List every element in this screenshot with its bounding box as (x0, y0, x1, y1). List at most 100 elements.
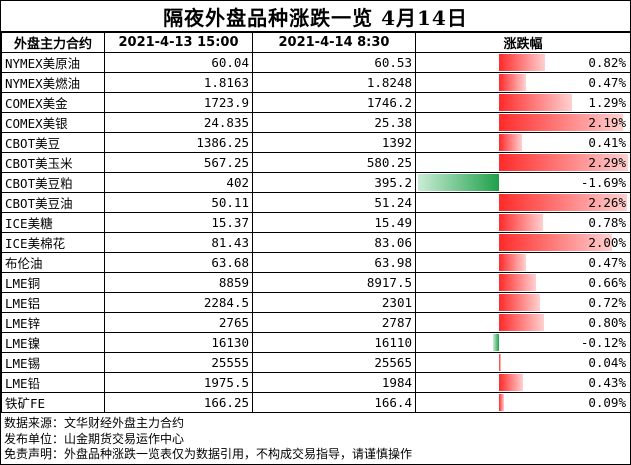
change-cell: 0.47% (415, 72, 631, 93)
contract-name-cell: LME锡 (1, 352, 105, 373)
prev-price-cell: 8859 (104, 272, 253, 293)
current-price-cell: 63.98 (252, 252, 416, 273)
contract-name-cell: COMEX美银 (1, 112, 105, 133)
change-cell: 0.80% (415, 312, 631, 333)
change-cell: 0.41% (415, 132, 631, 153)
change-bar (418, 174, 499, 191)
header-current: 2021-4-14 8:30 (252, 32, 416, 53)
table-row: CBOT美玉米 567.25 580.25 2.29% (1, 152, 631, 173)
note-source: 数据来源：文华财经外盘主力合约 (4, 416, 185, 430)
header-prev-close: 2021-4-13 15:00 (104, 32, 253, 53)
prev-price-cell: 2765 (104, 312, 253, 333)
table-row: CBOT美豆粕 402 395.2 -1.69% (1, 172, 631, 193)
table-row: COMEX美金 1723.9 1746.2 1.29% (1, 92, 631, 113)
change-percent: 0.80% (588, 315, 626, 330)
change-cell: 0.66% (415, 272, 631, 293)
table-header-row: 外盘主力合约 2021-4-13 15:00 2021-4-14 8:30 涨跌… (1, 32, 631, 53)
current-price-cell: 395.2 (252, 172, 416, 193)
change-cell: 2.26% (415, 192, 631, 213)
prev-price-cell: 63.68 (104, 252, 253, 273)
table-row: NYMEX美燃油 1.8163 1.8248 0.47% (1, 72, 631, 93)
change-percent: -0.12% (580, 335, 626, 350)
prev-price-cell: 15.37 (104, 212, 253, 233)
change-bar (499, 134, 523, 151)
current-price-cell: 1.8248 (252, 72, 416, 93)
header-change: 涨跌幅 (415, 32, 631, 53)
table-row: CBOT美豆 1386.25 1392 0.41% (1, 132, 631, 153)
change-bar (499, 214, 544, 231)
change-bar (499, 294, 540, 311)
prev-price-cell: 1386.25 (104, 132, 253, 153)
change-cell: 0.82% (415, 52, 631, 73)
table-row: LME铝 2284.5 2301 0.72% (1, 292, 631, 313)
contract-name-cell: CBOT美豆粕 (1, 172, 105, 193)
note-publisher: 发布单位：山金期货交易运作中心 (4, 431, 185, 446)
change-percent: 2.29% (588, 155, 626, 170)
current-price-cell: 83.06 (252, 232, 416, 253)
change-cell: 0.47% (415, 252, 631, 273)
footnotes: 数据来源：文华财经外盘主力合约 发布单位：山金期货交易运作中心 免责声明：外盘品… (4, 416, 412, 463)
sheet-title: 隔夜外盘品种涨跌一览 4月14日 (1, 1, 630, 32)
prev-price-cell: 81.43 (104, 232, 253, 253)
contract-name-cell: 布伦油 (1, 252, 105, 273)
prev-price-cell: 16130 (104, 332, 253, 353)
change-bar (499, 314, 545, 331)
table-row: LME镍 16130 16110 -0.12% (1, 332, 631, 353)
change-percent: 0.41% (588, 135, 626, 150)
current-price-cell: 8917.5 (252, 272, 416, 293)
prev-price-cell: 2284.5 (104, 292, 253, 313)
contract-name-cell: ICE美棉花 (1, 232, 105, 253)
current-price-cell: 1984 (252, 372, 416, 393)
change-bar (499, 154, 629, 171)
note-disclaimer: 免责声明：外盘品种涨跌一览表仅为数据引用，不构成交易指导，请谨慎操作 (4, 447, 413, 461)
change-percent: 0.47% (588, 255, 626, 270)
current-price-cell: 580.25 (252, 152, 416, 173)
current-price-cell: 16110 (252, 332, 416, 353)
contract-name-cell: NYMEX美原油 (1, 52, 105, 73)
change-bar (499, 54, 546, 71)
prev-price-cell: 1.8163 (104, 72, 253, 93)
change-percent: 0.47% (588, 75, 626, 90)
change-bar (499, 254, 526, 271)
table-row: LME锡 25555 25565 0.04% (1, 352, 631, 373)
current-price-cell: 1392 (252, 132, 416, 153)
change-bar (499, 354, 502, 371)
contract-name-cell: LME铝 (1, 292, 105, 313)
current-price-cell: 25.38 (252, 112, 416, 133)
change-cell: -1.69% (415, 172, 631, 193)
change-cell: 0.72% (415, 292, 631, 313)
change-bar (499, 234, 613, 251)
contract-name-cell: CBOT美豆油 (1, 192, 105, 213)
table-row: LME锌 2765 2787 0.80% (1, 312, 631, 333)
table-row: ICE美棉花 81.43 83.06 2.00% (1, 232, 631, 253)
change-cell: 0.04% (415, 352, 631, 373)
table-body: NYMEX美原油 60.04 60.53 0.82% NYMEX美燃油 1.8163 1.8… (1, 52, 631, 413)
current-price-cell: 25565 (252, 352, 416, 373)
change-percent: 0.04% (588, 355, 626, 370)
prev-price-cell: 50.11 (104, 192, 253, 213)
change-bar (493, 334, 499, 351)
change-percent: -1.69% (580, 175, 626, 190)
change-percent: 2.00% (588, 235, 626, 250)
change-bar (499, 94, 572, 111)
change-percent: 0.78% (588, 215, 626, 230)
table-row: CBOT美豆油 50.11 51.24 2.26% (1, 192, 631, 213)
prev-price-cell: 402 (104, 172, 253, 193)
table-row: 铁矿FE 166.25 166.4 0.09% (1, 392, 631, 413)
table-row: LME铜 8859 8917.5 0.66% (1, 272, 631, 293)
change-cell: 0.09% (415, 392, 631, 413)
table-row: LME铅 1975.5 1984 0.43% (1, 372, 631, 393)
change-percent: 2.19% (588, 115, 626, 130)
table-row: ICE美糖 15.37 15.49 0.78% (1, 212, 631, 233)
change-percent: 0.09% (588, 395, 626, 410)
current-price-cell: 166.4 (252, 392, 416, 413)
current-price-cell: 15.49 (252, 212, 416, 233)
contract-name-cell: LME锌 (1, 312, 105, 333)
change-percent: 0.43% (588, 375, 626, 390)
change-bar (499, 114, 623, 131)
contract-name-cell: CBOT美豆 (1, 132, 105, 153)
change-bar (499, 394, 505, 411)
contract-name-cell: CBOT美玉米 (1, 152, 105, 173)
current-price-cell: 51.24 (252, 192, 416, 213)
